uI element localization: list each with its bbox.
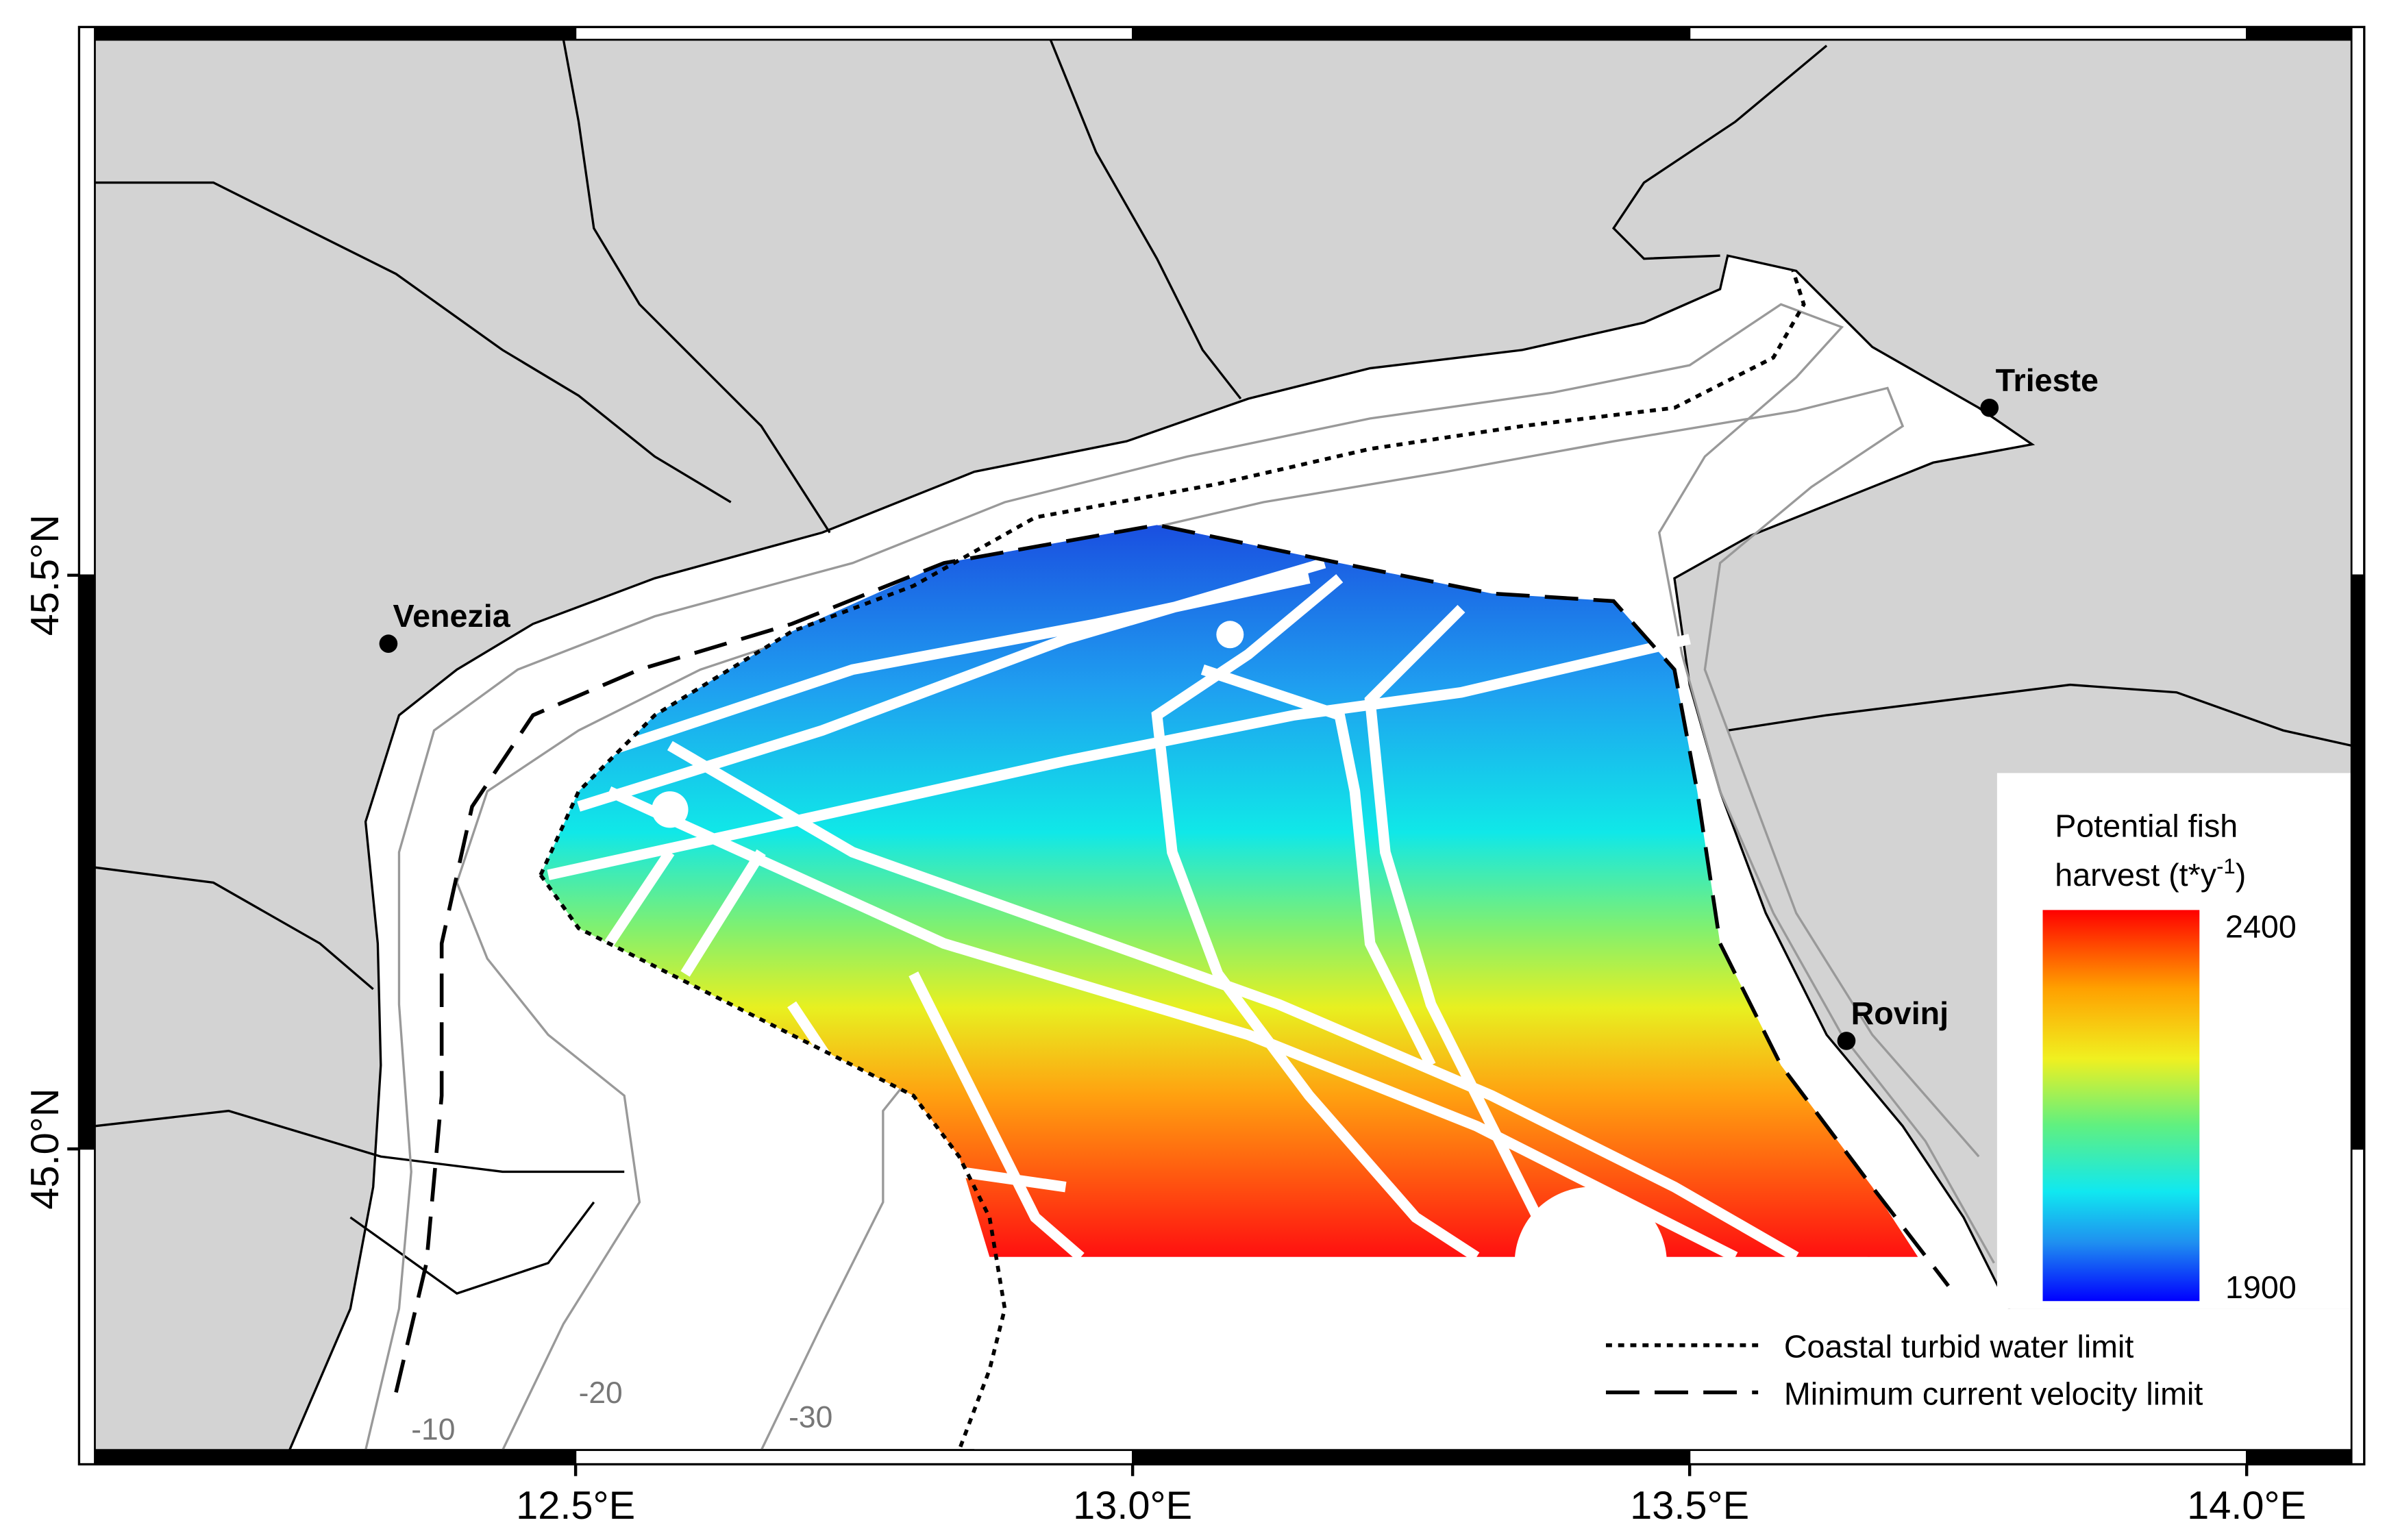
- frame-band: [2246, 1449, 2365, 1465]
- place-marker: [1980, 398, 1999, 417]
- colorbar-max: 2400: [2225, 908, 2297, 944]
- colorbar-min: 1900: [2225, 1269, 2297, 1305]
- frame-band: [1689, 1449, 2248, 1465]
- river: [95, 39, 2352, 1295]
- frame-band: [1132, 1449, 1691, 1465]
- platform: [1216, 621, 1244, 649]
- frame-band: [78, 26, 96, 576]
- legend-title: harvest (t*y-1): [2055, 854, 2246, 893]
- frame-band: [2351, 26, 2365, 576]
- coastal-turbid-limit: [539, 270, 1806, 1450]
- contour-label: -30: [789, 1401, 832, 1435]
- place-label: Rovinj: [1851, 995, 1949, 1031]
- legend-box: [1583, 1308, 2352, 1450]
- frame-band: [1132, 26, 1691, 40]
- frame-band: [2351, 574, 2365, 1150]
- x-tick-label: 12.5°E: [516, 1484, 635, 1528]
- legend-title: Potential fish: [2055, 808, 2238, 844]
- frame-band: [2246, 26, 2365, 40]
- frame: [67, 25, 2366, 1476]
- x-tick-label: 14.0°E: [2187, 1484, 2306, 1528]
- frame-band: [78, 26, 577, 40]
- minimum-current-limit: [394, 523, 1950, 1393]
- frame-band: [1689, 26, 2248, 40]
- place-marker: [1837, 1032, 1856, 1050]
- legend-title: harvest (t*y: [2055, 857, 2216, 893]
- x-tick-label: 13.0°E: [1073, 1484, 1192, 1528]
- pipelines: [547, 558, 1799, 1262]
- frame-band: [78, 1148, 96, 1465]
- legend-label: Minimum current velocity limit: [1784, 1376, 2203, 1411]
- y-tick-label: 45.0°N: [23, 1089, 67, 1210]
- frame-band: [78, 1449, 577, 1465]
- labels: Venezia Trieste Rovinj -10 -20 -30 Poten…: [23, 362, 2306, 1528]
- platform: [652, 791, 689, 828]
- place-label: Venezia: [393, 598, 511, 634]
- contour-label: -20: [579, 1376, 623, 1410]
- y-tick-label: 45.5°N: [23, 514, 67, 636]
- frame-band: [575, 26, 1134, 40]
- contour-label: -10: [411, 1413, 455, 1446]
- frame-band: [575, 1449, 1134, 1465]
- legend-title: ): [2236, 857, 2247, 893]
- map-body: [95, 39, 2352, 1450]
- colorbar: [2042, 910, 2200, 1302]
- frame-band: [78, 574, 96, 1150]
- frame-band: [2351, 1148, 2365, 1465]
- place-marker: [379, 634, 398, 653]
- legend-superscript: -1: [2216, 854, 2236, 878]
- place-label: Trieste: [1996, 362, 2099, 398]
- legend-label: Coastal turbid water limit: [1784, 1328, 2134, 1364]
- x-tick-label: 13.5°E: [1630, 1484, 1749, 1528]
